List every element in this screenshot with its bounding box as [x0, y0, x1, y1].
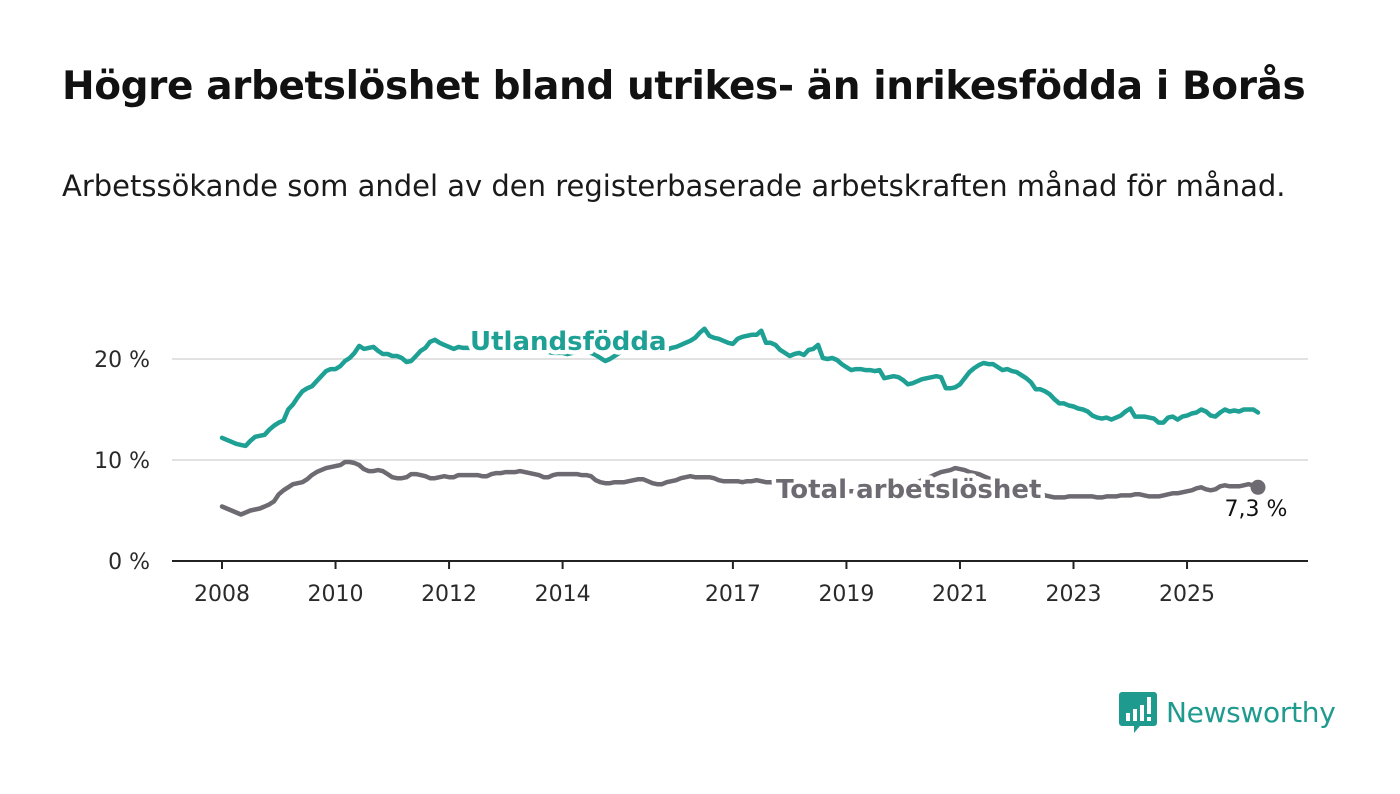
y-tick-label: 10 %: [94, 449, 150, 474]
series-line-utlandsfodda: [219, 326, 1261, 449]
end-value-label: 7,3 %: [1225, 497, 1288, 522]
x-tick-label: 2010: [308, 582, 364, 607]
x-tick-label: 2012: [421, 582, 477, 607]
series-line-total: [219, 459, 1261, 517]
series-label-total: Total arbetslöshet: [776, 475, 1041, 505]
end-point-marker: [1250, 479, 1266, 495]
x-tick-label: 2021: [932, 582, 988, 607]
chart-title: Högre arbetslöshet bland utrikes- än inr…: [62, 64, 1306, 109]
series-label-utlandsfodda-halo: Utlandsfödda: [470, 327, 667, 357]
axes: 0 % 10 % 20 % 2008 2010 2012 2014 2017 2019 2021 2…: [94, 348, 1308, 607]
y-tick-label: 0 %: [108, 550, 150, 575]
gridlines: [172, 358, 1308, 461]
series-lines: [219, 326, 1261, 517]
y-tick-label: 20 %: [94, 348, 150, 373]
series-label-total-halo: Total arbetslöshet: [776, 475, 1041, 505]
brand-name: Newsworthy: [1166, 695, 1336, 729]
newsworthy-logo: Newsworthy: [1118, 688, 1336, 736]
chart-subtitle: Arbetssökande som andel av den registerb…: [62, 169, 1286, 203]
line-chart: 0 % 10 % 20 % 2008 2010 2012 2014 2017 2019 2021 2…: [94, 323, 1308, 607]
x-tick-label: 2014: [535, 582, 591, 607]
newsworthy-logo-icon: [1119, 692, 1157, 733]
series-label-utlandsfodda: Utlandsfödda: [470, 327, 667, 357]
x-tick-label: 2017: [705, 582, 761, 607]
x-tick-label: 2019: [818, 582, 874, 607]
end-value-label-halo: 7,3 %: [1225, 497, 1288, 522]
x-tick-label: 2025: [1159, 582, 1215, 607]
x-tick-label: 2008: [194, 582, 250, 607]
x-tick-label: 2023: [1046, 582, 1102, 607]
